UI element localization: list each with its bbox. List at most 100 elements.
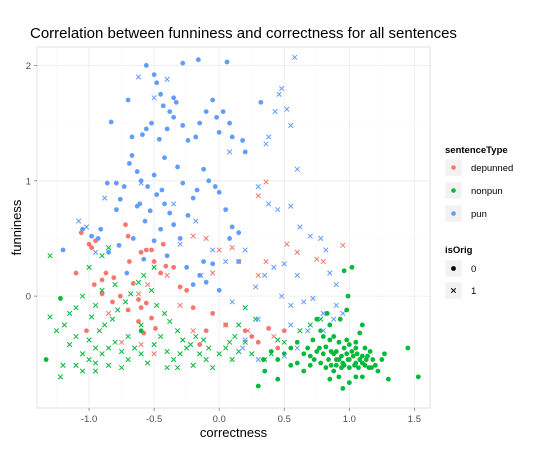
data-point-pun-cross [262,272,268,279]
data-point-nonpun-cross [268,351,274,357]
data-point-pun-circle [223,207,229,213]
data-point-pun-circle [151,72,157,78]
data-point-pun-circle [201,259,206,264]
data-point-depunned-cross [284,241,290,247]
data-point-depunned-cross [164,272,170,279]
data-point-pun-cross [340,310,346,317]
data-point-pun-cross [255,183,261,190]
legend-swatch-pun [451,211,456,216]
data-point-pun-cross [288,302,294,309]
data-point-depunned-circle [125,307,131,313]
data-point-nonpun-cross [170,356,177,363]
data-point-depunned-cross [340,242,346,249]
data-point-nonpun-cross [92,360,99,366]
legend-label-nonpun: nonpun [471,186,503,197]
data-point-pun-cross [275,206,281,213]
data-point-pun-cross [288,322,294,328]
data-point-nonpun-cross [167,318,173,325]
data-point-nonpun-cross [79,293,86,299]
x-tick-label: 0.0 [213,414,226,425]
data-point-pun-circle [116,242,122,248]
data-point-pun-cross [242,337,248,343]
legend-swatch-depunned [451,165,456,170]
data-point-pun-circle [158,226,164,232]
data-point-nonpun-circle [262,368,268,374]
data-point-nonpun-cross [66,341,73,348]
data-point-pun-circle [180,60,186,66]
data-point-pun-circle [229,224,235,230]
legend-label-pun: pun [471,209,487,220]
data-point-pun-cross [301,299,307,305]
data-point-nonpun-cross [79,351,86,357]
data-point-depunned-circle [242,328,248,334]
data-point-pun-circle [125,97,131,103]
data-point-pun-circle [184,264,190,270]
data-point-nonpun-cross [200,337,207,343]
data-point-pun-circle [193,134,199,140]
data-point-depunned-cross [294,249,300,255]
data-point-depunned-circle [255,339,261,345]
data-point-nonpun-cross [57,374,64,380]
data-point-depunned-circle [158,270,164,276]
data-point-nonpun-circle [261,357,266,362]
data-point-nonpun-cross [105,245,112,251]
data-point-pun-circle [154,80,160,86]
color-legend: sentenceType depunned nonpun pun [444,145,513,223]
data-point-nonpun-circle [318,328,324,334]
data-point-nonpun-circle [341,345,347,351]
data-point-nonpun-circle [307,362,313,368]
data-point-nonpun-circle [369,365,374,371]
data-point-pun-circle [203,109,209,114]
data-point-nonpun-cross [96,328,103,334]
data-point-nonpun-circle [294,360,300,366]
data-point-nonpun-circle [316,345,322,351]
data-point-depunned-cross [135,291,142,297]
data-point-nonpun-cross [164,348,170,355]
data-point-nonpun-circle [326,357,331,362]
data-point-pun-cross [327,270,333,276]
data-point-pun-cross [294,345,300,351]
data-point-nonpun-cross [92,302,99,309]
data-point-depunned-circle [249,334,255,339]
data-point-pun-cross [263,141,269,147]
data-point-depunned-circle [163,263,169,269]
data-point-depunned-circle [136,297,141,302]
data-point-pun-circle [140,132,145,138]
data-point-nonpun-circle [344,351,350,357]
data-point-nonpun-circle [370,357,376,362]
data-point-depunned-circle [266,326,272,331]
data-point-nonpun-cross [174,328,181,334]
data-point-nonpun-circle [307,353,313,359]
data-point-depunned-cross [223,322,229,328]
data-point-pun-circle [117,196,123,202]
data-point-nonpun-circle [318,360,324,366]
data-point-nonpun-circle [314,349,320,354]
data-point-pun-circle [121,184,127,189]
data-point-pun-circle [60,247,66,253]
data-point-depunned-circle [111,275,117,281]
data-point-pun-circle [197,120,203,126]
data-point-pun-cross [278,85,285,92]
data-point-pun-cross [284,106,290,112]
data-point-pun-cross [292,54,298,61]
data-point-nonpun-circle [320,334,326,339]
data-point-nonpun-cross [92,345,99,351]
data-point-nonpun-cross [122,299,129,305]
data-point-pun-circle [175,164,180,170]
data-point-nonpun-circle [346,342,352,347]
data-point-nonpun-circle [357,357,363,362]
data-point-pun-circle [216,189,222,195]
data-point-pun-cross [294,166,300,172]
data-point-nonpun-cross [154,302,160,309]
data-point-pun-cross [310,295,316,302]
data-point-pun-cross [255,356,261,363]
data-point-depunned-circle [138,249,144,255]
data-point-pun-circle [134,169,140,174]
y-tick-label: 2 [26,61,31,72]
data-point-nonpun-cross [66,310,73,317]
data-point-nonpun-cross [229,356,235,363]
data-point-pun-cross [83,224,90,230]
data-point-pun-circle [143,126,149,132]
data-point-nonpun-circle [340,385,346,391]
data-point-pun-cross [252,284,259,290]
